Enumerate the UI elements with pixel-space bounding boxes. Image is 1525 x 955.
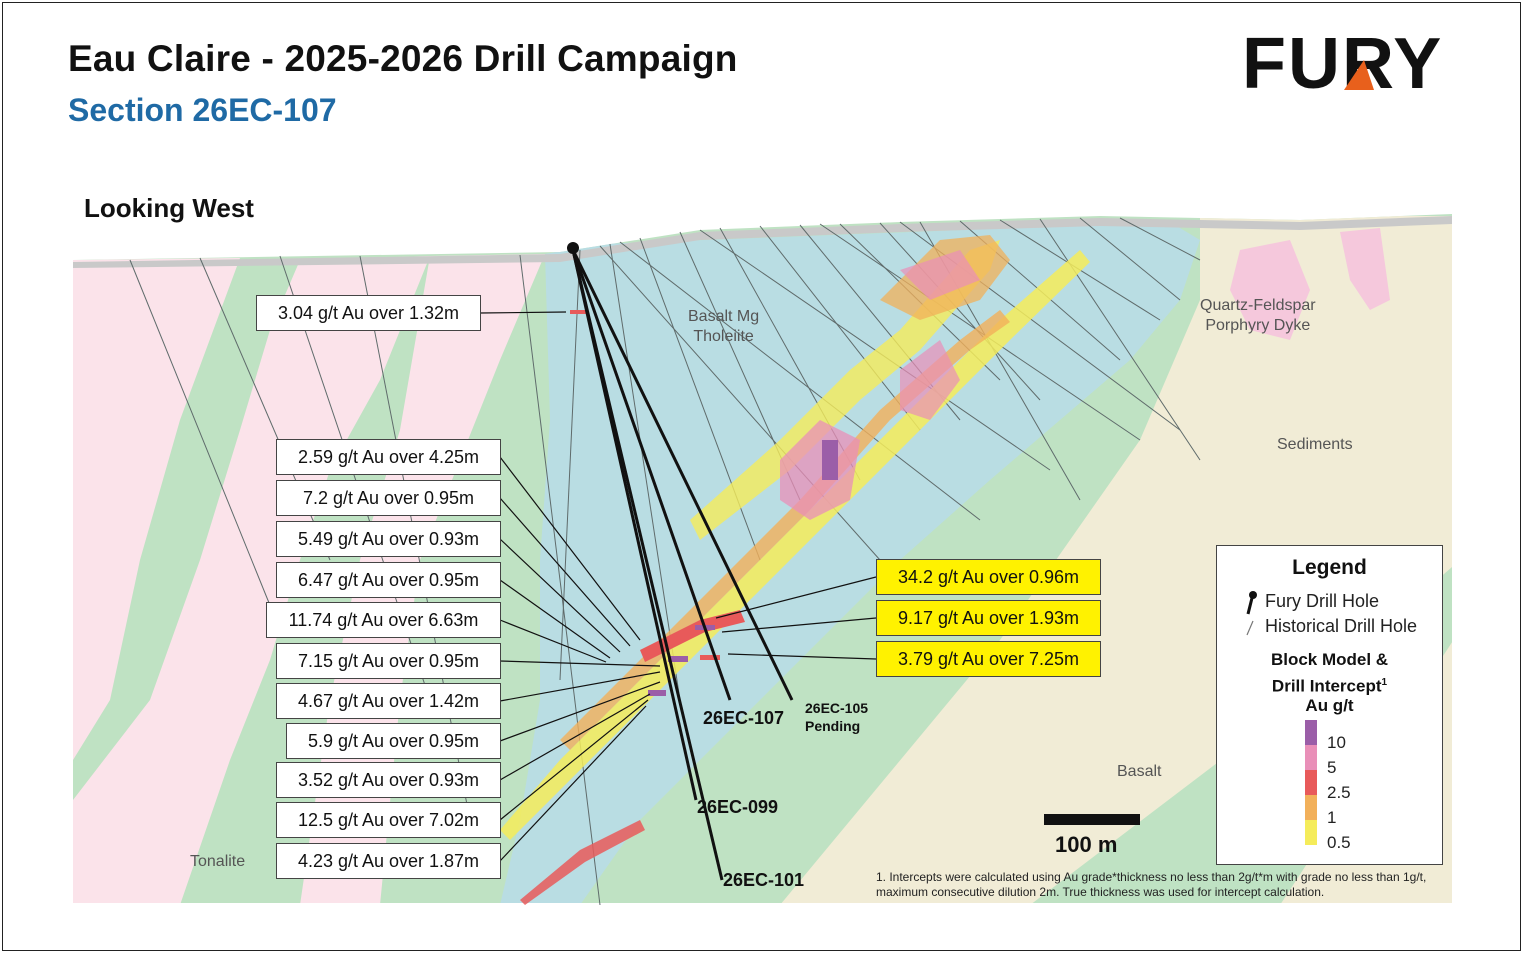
- legend: Legend Fury Drill Hole Historical Drill …: [1216, 545, 1443, 865]
- label-porphyry-dyke: Quartz-Feldspar Porphyry Dyke: [1200, 297, 1316, 334]
- tonalite-lower: [73, 256, 430, 903]
- intercept-box: 2.59 g/t Au over 4.25m: [276, 439, 501, 475]
- ramp-label: 1: [1327, 808, 1337, 827]
- leader-lines: [479, 311, 877, 862]
- intercept-box: 3.04 g/t Au over 1.32m: [256, 295, 481, 331]
- intercept-box: 4.67 g/t Au over 1.42m: [276, 683, 501, 719]
- fury-logo: FURY: [1242, 24, 1443, 99]
- intercept-box: 5.49 g/t Au over 0.93m: [276, 521, 501, 557]
- ramp-label: 10: [1327, 733, 1346, 752]
- intercept-box: 5.9 g/t Au over 0.95m: [286, 723, 501, 759]
- legend-fury-drill-hole: Fury Drill Hole: [1265, 591, 1380, 611]
- ramp-label: 2.5: [1327, 783, 1351, 802]
- legend-title: Legend: [1292, 556, 1367, 579]
- historical-drill-hole-icon: [1246, 620, 1254, 636]
- logo-text: FURY: [1242, 24, 1443, 99]
- fury-drill-holes: [571, 249, 794, 881]
- intercept-box-highlight: 3.79 g/t Au over 7.25m: [876, 641, 1101, 677]
- porphyry-dyke-1: [1230, 240, 1310, 340]
- ramp-label: 5: [1327, 758, 1337, 777]
- fury-drill-hole-icon: [1246, 591, 1257, 615]
- label-sediments: Sediments: [1277, 436, 1353, 453]
- page-title: Eau Claire - 2025-2026 Drill Campaign: [68, 38, 738, 79]
- hole-label-26ec-105: 26EC-105 Pending: [805, 700, 869, 734]
- scale-bar-label: 100 m: [1055, 832, 1118, 857]
- hole-label-26ec-099: 26EC-099: [697, 797, 779, 817]
- porphyry-dyke-2: [1340, 228, 1390, 310]
- ramp-swatch-5: [1305, 745, 1317, 770]
- mineralized-zones: [500, 235, 1090, 905]
- collar-icon: [567, 242, 579, 254]
- footnote: 1. Intercepts were calculated using Au g…: [876, 870, 1427, 899]
- intercept-box: 7.15 g/t Au over 0.95m: [276, 643, 501, 679]
- topography-overburden: [73, 216, 1452, 268]
- legend-unit: Au g/t: [1305, 696, 1354, 715]
- ramp-swatch-10: [1305, 720, 1317, 745]
- intercept-box: 4.23 g/t Au over 1.87m: [276, 843, 501, 879]
- intercept-box: 11.74 g/t Au over 6.63m: [266, 602, 501, 638]
- legend-block-model-line2: Drill Intercept1: [1271, 676, 1388, 696]
- intercept-box: 7.2 g/t Au over 0.95m: [276, 480, 501, 516]
- tonalite-upper: [73, 258, 240, 760]
- label-tonalite: Tonalite: [190, 853, 246, 870]
- intercept-box: 6.47 g/t Au over 0.95m: [276, 562, 501, 598]
- hole-label-26ec-101: 26EC-101: [723, 870, 805, 890]
- ramp-swatch-1: [1305, 795, 1317, 820]
- hole-label-26ec-107: 26EC-107: [703, 708, 785, 728]
- intercept-box: 3.52 g/t Au over 0.93m: [276, 762, 501, 798]
- basalt-mg-tholeiite-unit: [500, 222, 1200, 903]
- view-direction-label: Looking West: [84, 193, 254, 223]
- section-subtitle: Section 26EC-107: [68, 92, 337, 128]
- ramp-swatch-0-5: [1305, 820, 1317, 845]
- intercept-box-highlight: 34.2 g/t Au over 0.96m: [876, 559, 1101, 595]
- scale-bar: [1044, 814, 1140, 825]
- ramp-label: 0.5: [1327, 833, 1351, 852]
- intercept-box-highlight: 9.17 g/t Au over 1.93m: [876, 600, 1101, 636]
- label-basalt-mg-tholeiite: Basalt Mg Tholeiite: [688, 308, 760, 345]
- legend-historical-drill-hole: Historical Drill Hole: [1265, 616, 1418, 636]
- ramp-swatch-2-5: [1305, 770, 1317, 795]
- legend-block-model-line1: Block Model &: [1270, 650, 1389, 669]
- logo-accent-icon: [1344, 60, 1374, 90]
- label-basalt: Basalt: [1117, 763, 1162, 780]
- intercept-box: 12.5 g/t Au over 7.02m: [276, 802, 501, 838]
